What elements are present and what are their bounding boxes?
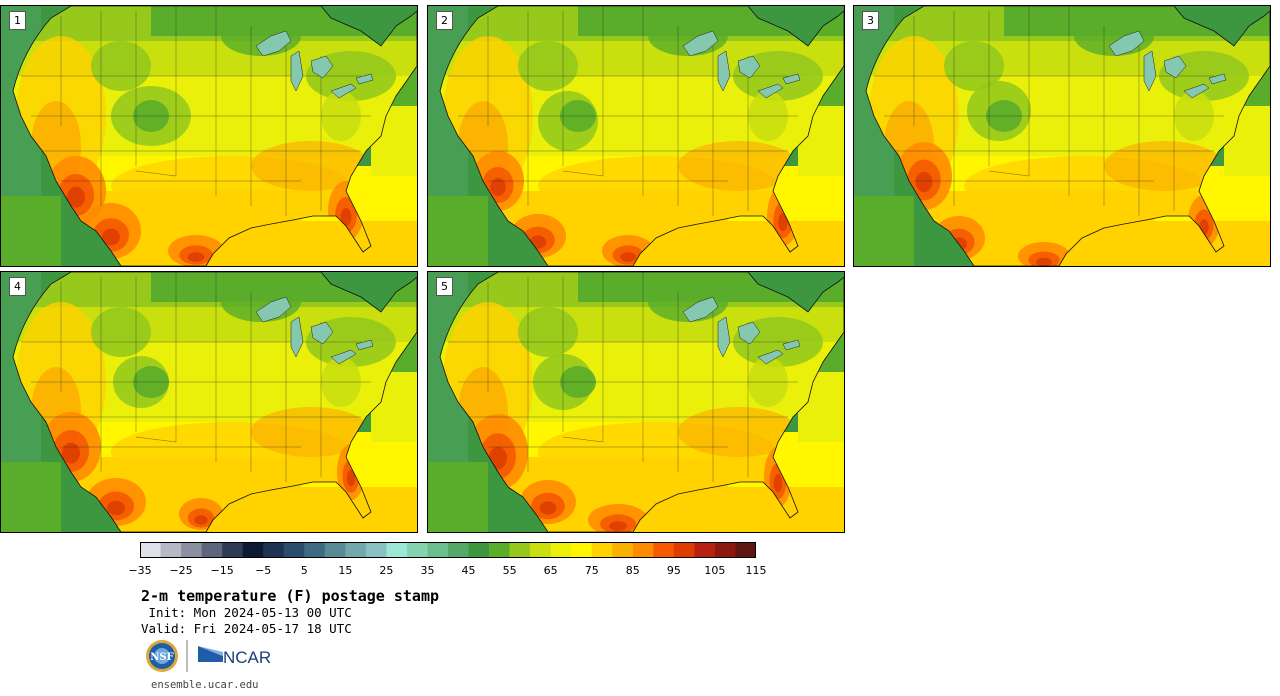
colorbar-segment: [222, 542, 243, 558]
colorbar-tick-label: −5: [255, 564, 272, 577]
map-panel-4: 4: [0, 271, 418, 533]
colorbar-segment: [612, 542, 634, 558]
temperature-map: [1, 6, 417, 266]
colorbar-segment: [714, 542, 736, 558]
colorbar-frame: [140, 542, 756, 558]
colorbar-segment: [386, 542, 408, 558]
panel-number-badge: 1: [9, 11, 26, 30]
website-url: ensemble.ucar.edu: [151, 679, 259, 691]
temperature-map: [1, 272, 417, 532]
map-panel-3: 3: [853, 5, 1271, 267]
colorbar-segment: [468, 542, 490, 558]
colorbar-segment: [530, 542, 551, 558]
colorbar-segment: [509, 542, 531, 558]
colorbar-tick-label: 105: [704, 564, 726, 577]
nsf-logo: NSF: [146, 640, 178, 672]
colorbar-tick-label: 45: [461, 564, 476, 577]
colorbar-tick-label: 75: [584, 564, 599, 577]
nsf-logo-text: NSF: [150, 652, 173, 663]
panel-number-badge: 2: [436, 11, 453, 30]
colorbar-tick-label: 35: [420, 564, 435, 577]
figure-title: 2-m temperature (F) postage stamp: [141, 587, 440, 605]
colorbar-segment: [673, 542, 695, 558]
map-panel-1: 1: [0, 5, 418, 267]
init-time: Init: Mon 2024-05-13 00 UTC: [141, 605, 352, 620]
colorbar-segment: [160, 542, 182, 558]
valid-time: Valid: Fri 2024-05-17 18 UTC: [141, 621, 352, 636]
colorbar-segment: [489, 542, 510, 558]
colorbar-segment: [345, 542, 367, 558]
colorbar-segment: [283, 542, 305, 558]
panel-number-badge: 4: [9, 277, 26, 296]
colorbar-segment: [263, 542, 285, 558]
ncar-logo: NCAR: [198, 646, 271, 667]
colorbar-tick-label: 5: [300, 564, 308, 577]
colorbar-segment: [735, 542, 756, 558]
map-panel-2: 2: [427, 5, 845, 267]
colorbar-segment: [427, 542, 449, 558]
colorbar-segment: [181, 542, 202, 558]
colorbar-tick-label: 25: [379, 564, 394, 577]
colorbar-segment: [140, 542, 161, 558]
colorbar-tick-label: 65: [543, 564, 558, 577]
colorbar-tick-label: 85: [625, 564, 640, 577]
colorbar-tick-label: −25: [169, 564, 193, 577]
temperature-map: [854, 6, 1270, 266]
colorbar-segment: [324, 542, 346, 558]
colorbar-segment: [694, 542, 716, 558]
colorbar-tick-label: −35: [128, 564, 152, 577]
colorbar-segment: [571, 542, 593, 558]
map-panel-5: 5: [427, 271, 845, 533]
ncar-logo-text: NCAR: [223, 648, 271, 667]
temperature-map: [428, 272, 844, 532]
colorbar-tick-label: 55: [502, 564, 517, 577]
colorbar-segment: [448, 542, 469, 558]
colorbar-segment: [365, 542, 387, 558]
panel-number-badge: 5: [436, 277, 453, 296]
colorbar-tick-label: 15: [338, 564, 353, 577]
colorbar-segment: [201, 542, 223, 558]
colorbar-segment: [550, 542, 572, 558]
sponsor-logos: NSF NCAR: [146, 640, 271, 672]
colorbar: [140, 542, 756, 558]
panel-number-badge: 3: [862, 11, 879, 30]
colorbar-tick-label: −15: [210, 564, 234, 577]
colorbar-segment: [242, 542, 264, 558]
colorbar-segment: [632, 542, 654, 558]
colorbar-segment: [406, 542, 428, 558]
colorbar-segment: [653, 542, 675, 558]
colorbar-segment: [304, 542, 326, 558]
colorbar-tick-label: 115: [745, 564, 767, 577]
colorbar-segment: [591, 542, 613, 558]
temperature-map: [428, 6, 844, 266]
colorbar-tick-label: 95: [666, 564, 681, 577]
